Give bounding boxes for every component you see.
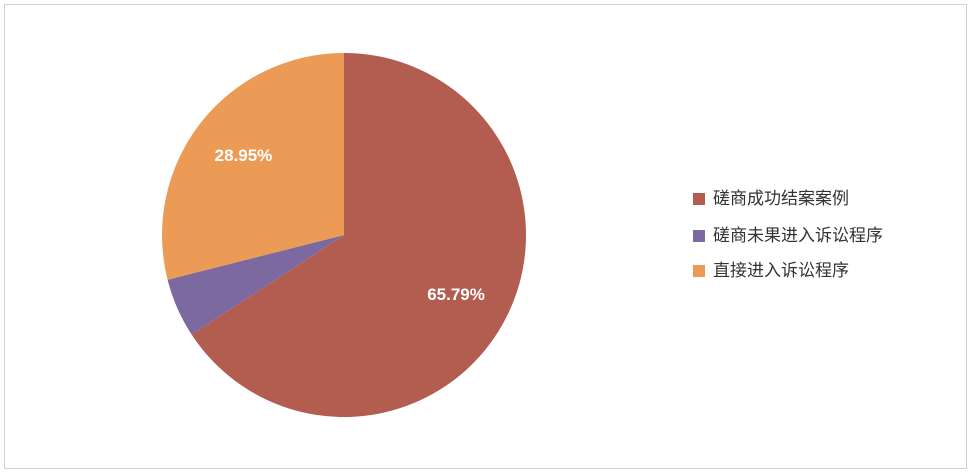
legend-swatch [693, 193, 705, 205]
data-label: 28.95% [215, 146, 273, 165]
legend-swatch [693, 265, 705, 277]
legend-label: 磋商未果进入诉讼程序 [713, 226, 883, 246]
pie-slice [162, 53, 344, 280]
data-label: 65.79% [427, 285, 485, 304]
legend-label: 磋商成功结案案例 [713, 189, 849, 209]
legend-label: 直接进入诉讼程序 [713, 261, 849, 281]
pie-slice [167, 235, 344, 335]
legend-swatch [693, 230, 705, 242]
pie-slice [191, 53, 526, 417]
